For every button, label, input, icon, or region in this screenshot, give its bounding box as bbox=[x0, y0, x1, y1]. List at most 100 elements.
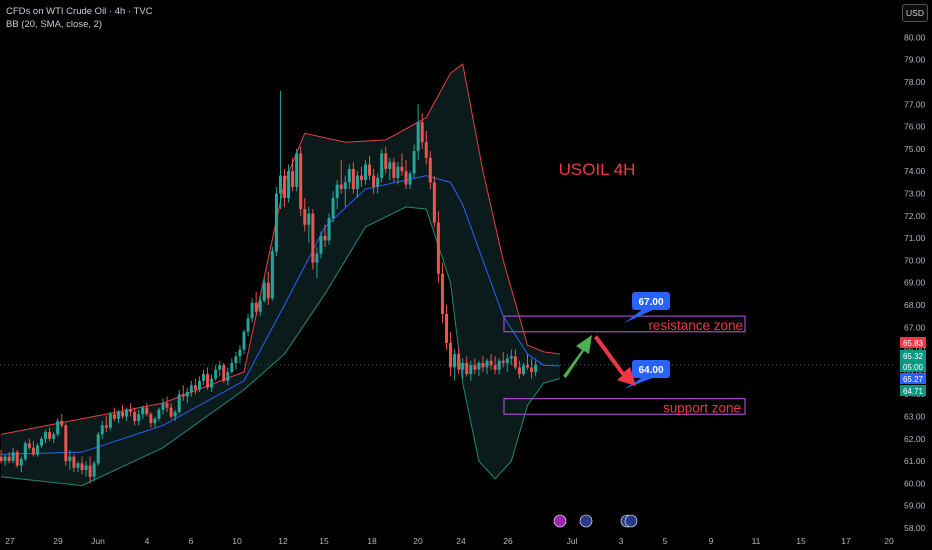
y-tick-label: 76.00 bbox=[904, 122, 926, 132]
candle-body bbox=[477, 362, 481, 370]
y-tick-label: 75.00 bbox=[904, 144, 926, 154]
callout-67-box[interactable] bbox=[632, 292, 670, 310]
x-tick-label: 15 bbox=[319, 536, 329, 546]
x-tick-label: 4 bbox=[145, 536, 150, 546]
candle-body bbox=[145, 407, 149, 415]
candle-body bbox=[307, 213, 311, 225]
price-label-box bbox=[900, 361, 926, 372]
event-flag-icon[interactable] bbox=[624, 514, 638, 528]
price-label-text: 65.83 bbox=[903, 339, 924, 348]
candle-body bbox=[526, 365, 529, 368]
candle-body bbox=[420, 122, 424, 143]
candle-body bbox=[72, 456, 76, 468]
candle-body bbox=[465, 362, 469, 375]
indicator-legend[interactable]: BB (20, SMA, close, 2) bbox=[6, 19, 103, 30]
symbol-title: CFDs on WTI Crude Oil · 4h · TVC bbox=[6, 6, 153, 17]
candle-body bbox=[400, 166, 404, 172]
x-tick-label: 29 bbox=[53, 536, 63, 546]
candle-body bbox=[238, 349, 242, 357]
candle-body bbox=[335, 184, 339, 198]
candle-body bbox=[449, 342, 453, 368]
y-tick-label: 62.00 bbox=[904, 434, 926, 444]
candle-body bbox=[323, 235, 327, 241]
price-label-box bbox=[900, 373, 926, 384]
candle-body bbox=[493, 365, 497, 370]
candle-body bbox=[214, 369, 218, 379]
candle-body bbox=[48, 432, 52, 439]
candle-body bbox=[230, 362, 234, 372]
candle-body bbox=[19, 458, 23, 466]
candle-body bbox=[351, 168, 355, 190]
candle-body bbox=[295, 153, 299, 187]
price-label-text: 65.32 bbox=[903, 352, 924, 361]
candle-body bbox=[489, 360, 493, 366]
candle-body bbox=[137, 414, 141, 421]
x-tick-label: 10 bbox=[232, 536, 242, 546]
price-label-text: 64.71 bbox=[903, 387, 924, 396]
callout-64-box[interactable] bbox=[632, 360, 670, 378]
candle-body bbox=[424, 142, 428, 158]
event-flag-icon[interactable] bbox=[579, 514, 593, 528]
candle-body bbox=[368, 164, 372, 176]
x-tick-label: 26 bbox=[503, 536, 513, 546]
candle-body bbox=[157, 409, 161, 419]
y-tick-label: 58.00 bbox=[904, 523, 926, 533]
y-tick-label: 63.00 bbox=[904, 411, 926, 421]
candle-body bbox=[428, 157, 432, 183]
currency-button[interactable]: USD bbox=[902, 4, 928, 22]
candle-body bbox=[380, 153, 384, 178]
candle-body bbox=[270, 251, 274, 299]
candle-body bbox=[234, 356, 238, 363]
candle-body bbox=[116, 412, 120, 419]
y-tick-label: 59.00 bbox=[904, 501, 926, 511]
candle-body bbox=[299, 153, 303, 210]
candle-body bbox=[266, 282, 270, 299]
candle-body bbox=[396, 166, 400, 178]
candle-body bbox=[104, 425, 108, 428]
candle-body bbox=[412, 151, 416, 174]
event-lightning-icon[interactable] bbox=[553, 514, 567, 528]
candle-body bbox=[193, 385, 197, 390]
candle-body bbox=[169, 407, 173, 417]
candle-body bbox=[473, 365, 477, 370]
x-tick-label: 9 bbox=[709, 536, 714, 546]
y-tick-label: 60.00 bbox=[904, 478, 926, 488]
candle-body bbox=[35, 445, 39, 455]
candle-body bbox=[68, 456, 72, 462]
x-tick-label: Jun bbox=[91, 536, 105, 546]
candle-body bbox=[88, 465, 92, 477]
candle-body bbox=[432, 182, 436, 223]
price-label-text: 65.27 bbox=[903, 375, 924, 384]
x-tick-label: 20 bbox=[413, 536, 423, 546]
chart-title: USOIL 4H bbox=[559, 160, 636, 179]
candle-body bbox=[52, 434, 56, 439]
candle-body bbox=[23, 443, 27, 459]
candle-body bbox=[84, 465, 88, 471]
candle-body bbox=[481, 362, 485, 368]
candle-body bbox=[347, 168, 351, 183]
candle-body bbox=[210, 378, 214, 388]
resistance-zone-box[interactable] bbox=[503, 315, 746, 333]
callout-67-pointer bbox=[624, 309, 655, 323]
candle-body bbox=[364, 164, 367, 181]
candle-body bbox=[278, 175, 282, 194]
y-tick-label: 67.00 bbox=[904, 322, 926, 332]
y-tick-label: 61.00 bbox=[904, 456, 926, 466]
y-tick-label: 69.00 bbox=[904, 278, 926, 288]
candle-body bbox=[206, 374, 210, 388]
bollinger-basis-line bbox=[0, 175, 560, 455]
candle-body bbox=[246, 318, 250, 332]
bollinger-band-fill bbox=[1, 64, 560, 486]
support-zone-box[interactable] bbox=[503, 398, 746, 415]
candle-body bbox=[408, 173, 412, 185]
candle-body bbox=[311, 213, 315, 263]
candle-body bbox=[0, 456, 3, 462]
candle-body bbox=[440, 273, 444, 314]
candle-body bbox=[262, 282, 266, 301]
candle-body bbox=[76, 463, 80, 468]
resistance-zone-label: resistance zone bbox=[648, 318, 743, 333]
candle-body bbox=[44, 432, 48, 439]
support-zone-label: support zone bbox=[663, 400, 741, 415]
